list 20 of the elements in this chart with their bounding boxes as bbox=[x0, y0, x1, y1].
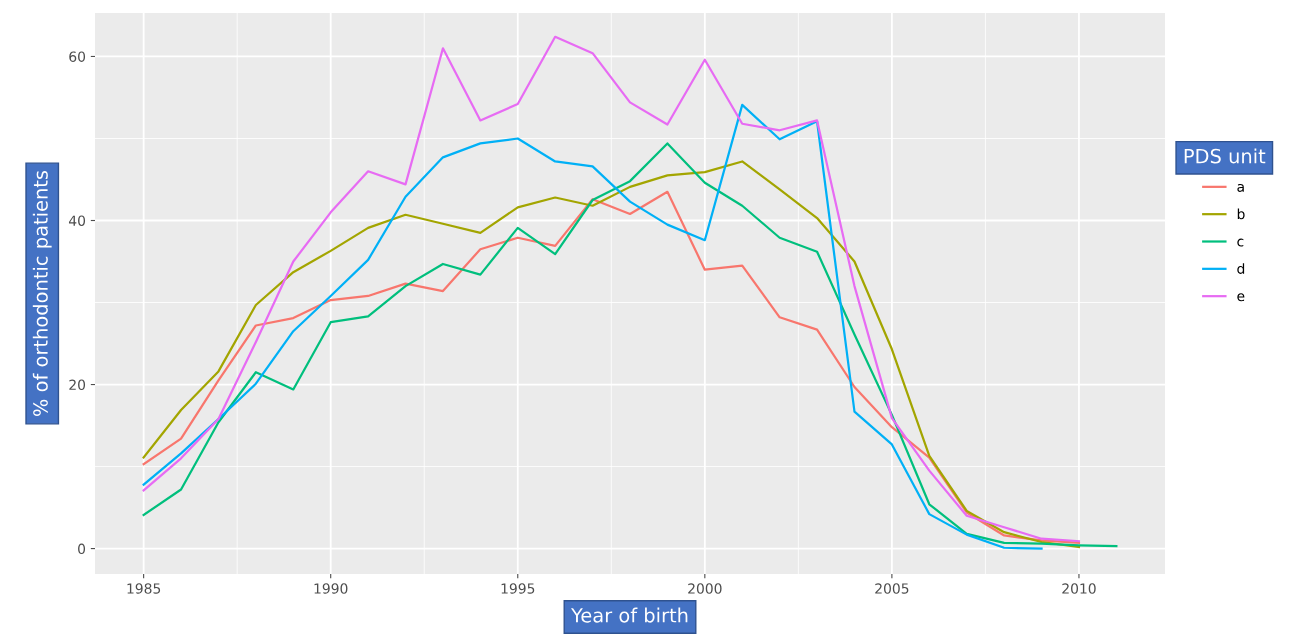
legend-label: d bbox=[1237, 263, 1245, 274]
x-tick-label: 2010 bbox=[1062, 583, 1096, 594]
y-tick-label: 40 bbox=[68, 215, 86, 226]
legend-label: b bbox=[1237, 208, 1245, 220]
x-tick-label: 2005 bbox=[875, 583, 909, 594]
legend-label: e bbox=[1237, 293, 1245, 302]
x-tick-label: 1995 bbox=[501, 583, 535, 594]
x-tick-label: 1990 bbox=[314, 583, 348, 594]
x-tick-label: 1985 bbox=[127, 583, 161, 594]
x-tick-label: 2000 bbox=[688, 583, 722, 594]
line-series bbox=[142, 103, 1043, 550]
legend-title: PDS unit bbox=[1184, 148, 1266, 164]
y-tick-label: 60 bbox=[69, 51, 86, 62]
legend-label: c bbox=[1237, 238, 1244, 247]
y-tick-label: 20 bbox=[69, 379, 86, 391]
x-axis-title: Year of birth bbox=[570, 607, 688, 623]
legend-label: a bbox=[1237, 183, 1244, 192]
y-axis-title: % of orthodontic patients bbox=[32, 170, 52, 416]
y-tick-label: 0 bbox=[78, 543, 86, 555]
line-series bbox=[142, 35, 1081, 543]
